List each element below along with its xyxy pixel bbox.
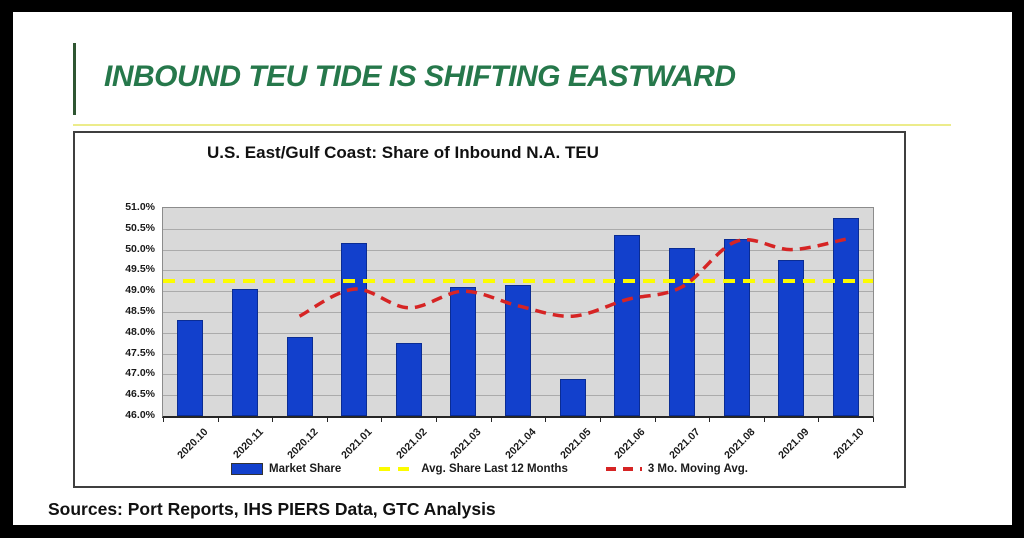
gridline — [163, 228, 873, 230]
axis-tick — [163, 418, 164, 422]
slide-title: INBOUND TEU TIDE IS SHIFTING EASTWARD — [104, 60, 736, 93]
y-axis-label: 50.5% — [125, 221, 155, 234]
plot-area — [162, 207, 874, 418]
chart-legend: Market Share Avg. Share Last 12 Months 3… — [75, 463, 904, 475]
axis-tick — [218, 418, 219, 422]
axis-tick — [491, 418, 492, 422]
axis-tick — [381, 418, 382, 422]
x-axis-label: 2021.08 — [721, 426, 757, 462]
chart-title: U.S. East/Gulf Coast: Share of Inbound N… — [207, 143, 599, 162]
yellow-divider-line — [73, 124, 951, 126]
market-share-swatch — [231, 463, 264, 475]
avg-share-swatch — [379, 467, 416, 471]
axis-tick — [545, 418, 546, 422]
market-share-bar — [286, 337, 313, 416]
market-share-bar — [832, 218, 859, 416]
x-axis-label: 2020.12 — [284, 426, 320, 462]
market-share-bar — [395, 343, 422, 416]
axis-tick — [764, 418, 765, 422]
gridline — [163, 249, 873, 251]
chart-container: U.S. East/Gulf Coast: Share of Inbound N… — [73, 131, 906, 488]
market-share-bar — [778, 260, 805, 416]
market-share-bar — [668, 247, 695, 416]
x-axis-label: 2021.06 — [612, 426, 648, 462]
x-axis-label: 2021.01 — [339, 426, 375, 462]
market-share-bar — [177, 320, 204, 416]
y-axis-label: 48.0% — [125, 325, 155, 338]
title-accent-bar — [73, 43, 76, 115]
x-axis-ticks — [163, 418, 874, 423]
market-share-bar — [559, 378, 586, 416]
market-share-bar — [614, 235, 641, 416]
y-axis-label: 50.0% — [125, 242, 155, 255]
x-axis-label: 2021.04 — [503, 426, 539, 462]
axis-tick — [873, 418, 874, 422]
moving-avg-swatch — [605, 467, 642, 471]
y-axis-label: 47.0% — [125, 367, 155, 380]
legend-item-avg-share: Avg. Share Last 12 Months — [379, 463, 568, 475]
x-axis-label: 2020.10 — [175, 426, 211, 462]
market-share-bar — [341, 243, 368, 416]
x-axis-label: 2021.10 — [830, 426, 867, 462]
legend-label-moving-avg: 3 Mo. Moving Avg. — [647, 463, 748, 475]
legend-label-market-share: Market Share — [269, 463, 342, 475]
axis-tick — [600, 418, 601, 422]
legend-label-avg-share: Avg. Share Last 12 Months — [421, 463, 568, 475]
y-axis-label: 49.5% — [125, 263, 155, 276]
x-axis-label: 2021.09 — [776, 426, 812, 462]
market-share-bar — [450, 287, 477, 416]
market-share-bar — [723, 239, 750, 416]
y-axis-label: 49.0% — [125, 284, 155, 297]
source-note: Sources: Port Reports, IHS PIERS Data, G… — [48, 499, 496, 519]
x-axis-label: 2021.02 — [393, 426, 430, 462]
gridline — [163, 270, 873, 272]
x-axis-label: 2021.05 — [557, 426, 594, 462]
y-axis-label: 46.5% — [125, 388, 155, 401]
axis-tick — [436, 418, 437, 422]
x-axis-label: 2021.07 — [666, 426, 703, 462]
y-axis-label: 48.5% — [125, 305, 155, 317]
y-axis-label: 46.0% — [125, 409, 155, 421]
legend-item-market-share: Market Share — [231, 463, 341, 475]
axis-tick — [709, 418, 710, 422]
axis-tick — [327, 418, 328, 422]
y-axis-label: 47.5% — [125, 346, 155, 359]
legend-item-moving-avg: 3 Mo. Moving Avg. — [605, 463, 748, 475]
x-axis: 2020.10 2020.11 2020.12 2021.01 2021.02 2021.… — [163, 420, 873, 468]
avg-share-line — [163, 278, 873, 283]
market-share-bar — [231, 289, 258, 416]
slide: INBOUND TEU TIDE IS SHIFTING EASTWARD U.… — [13, 12, 1012, 525]
x-axis-label: 2020.11 — [230, 426, 266, 461]
axis-tick — [272, 418, 273, 422]
axis-tick — [818, 418, 819, 422]
y-axis-label: 51.0% — [125, 201, 155, 213]
moving-avg-line — [298, 237, 847, 318]
x-axis-label: 2021.03 — [448, 426, 484, 462]
axis-tick — [655, 418, 656, 422]
